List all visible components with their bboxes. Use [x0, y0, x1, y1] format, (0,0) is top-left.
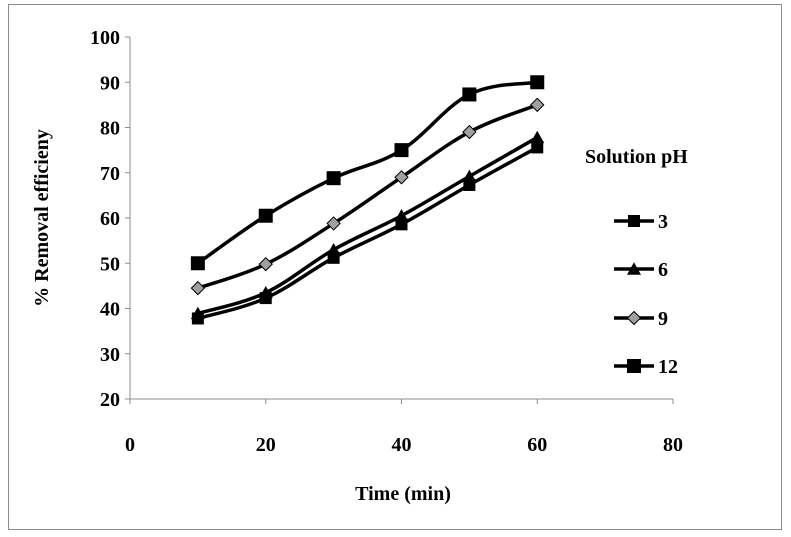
legend-item-ph-12: 12	[614, 356, 678, 378]
legend: 3 6 9 12	[614, 211, 678, 378]
y-tick-label: 30	[100, 344, 120, 366]
y-tick-label: 80	[100, 118, 120, 140]
series-lines	[196, 80, 539, 321]
data-point-ph-6	[530, 130, 545, 144]
data-point-ph-6	[394, 209, 409, 222]
data-point-ph-9	[258, 256, 273, 272]
y-tick-label: 20	[100, 389, 120, 411]
y-tick-label: 60	[100, 208, 120, 230]
chart-frame	[8, 4, 782, 530]
data-point-ph-6	[190, 306, 205, 320]
data-point-ph-9	[530, 97, 545, 113]
series-line-ph-9	[197, 103, 538, 290]
data-point-ph-12	[190, 256, 205, 271]
y-tick-label: 50	[100, 253, 120, 275]
legend-item-ph-3: 3	[614, 211, 668, 233]
y-tick-label: 90	[100, 72, 120, 94]
data-point-ph-12	[326, 171, 341, 186]
x-axis-label: Time (min)	[355, 483, 451, 505]
x-tick-label: 20	[256, 434, 276, 456]
legend-label: 3	[658, 211, 668, 233]
data-point-ph-6	[462, 169, 477, 183]
data-point-ph-12	[258, 208, 273, 223]
x-tick-label: 40	[392, 434, 412, 456]
legend-marker-square	[628, 215, 640, 227]
x-tick-labels: 0 20 40 60 80	[125, 399, 683, 456]
x-tick-label: 60	[527, 434, 547, 456]
data-point-ph-9	[462, 124, 477, 140]
series-line-ph-12	[196, 80, 538, 265]
series-line-ph-3	[197, 145, 539, 321]
data-point-ph-3	[531, 141, 544, 154]
legend-title: Solution pH	[585, 146, 688, 168]
legend-label: 6	[658, 259, 668, 281]
legend-marker-square	[627, 359, 641, 373]
legend-label: 12	[658, 356, 678, 378]
legend-item-ph-9: 9	[614, 308, 668, 330]
data-point-ph-6	[258, 285, 273, 299]
legend-label: 9	[658, 308, 668, 330]
y-tick-label: 100	[90, 27, 120, 49]
data-point-ph-9	[394, 170, 409, 185]
series-markers	[190, 75, 545, 325]
data-point-ph-12	[530, 75, 545, 90]
data-point-ph-12	[462, 87, 477, 102]
y-axis-label: % Removal efficieny	[31, 129, 53, 307]
y-tick-label: 40	[100, 299, 120, 321]
x-tick-label: 80	[663, 434, 683, 456]
legend-item-ph-6: 6	[614, 259, 668, 281]
data-point-ph-9	[326, 216, 341, 231]
data-point-ph-9	[190, 280, 206, 296]
y-tick-labels: 20 30 40 50 60 70 80 90 100	[90, 27, 130, 411]
legend-marker-triangle	[627, 262, 641, 275]
data-point-ph-12	[394, 143, 409, 158]
x-tick-label: 0	[125, 434, 135, 456]
y-tick-label: 70	[100, 163, 120, 185]
data-point-ph-6	[326, 242, 341, 256]
legend-marker-diamond	[626, 310, 642, 326]
